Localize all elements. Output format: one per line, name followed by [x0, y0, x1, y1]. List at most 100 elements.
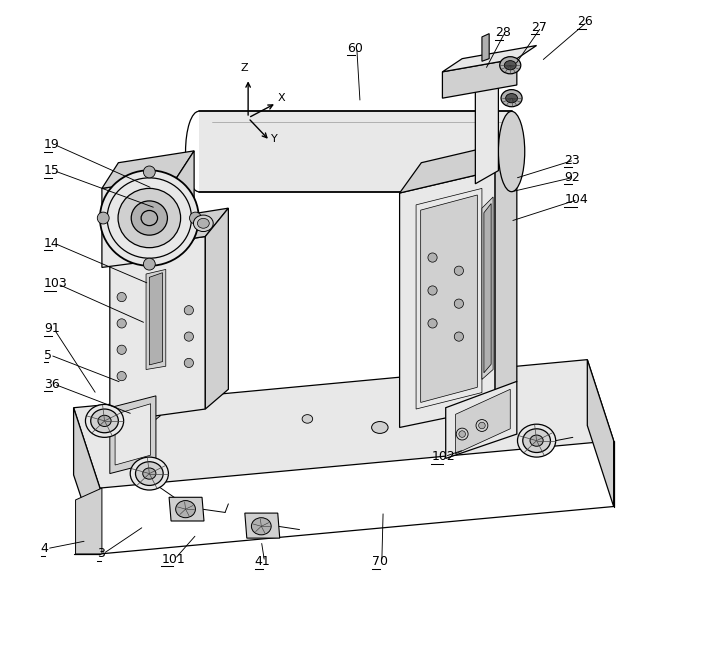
- Polygon shape: [495, 141, 517, 408]
- Circle shape: [476, 420, 488, 432]
- Circle shape: [117, 319, 127, 328]
- Polygon shape: [475, 72, 498, 183]
- Text: 27: 27: [532, 20, 547, 34]
- Polygon shape: [110, 396, 156, 474]
- Text: 41: 41: [255, 555, 271, 568]
- Text: 70: 70: [372, 555, 388, 568]
- Text: 4: 4: [41, 542, 49, 555]
- Circle shape: [117, 372, 127, 381]
- Circle shape: [189, 212, 201, 224]
- Ellipse shape: [175, 500, 195, 517]
- Ellipse shape: [194, 215, 214, 232]
- Polygon shape: [74, 360, 614, 488]
- Ellipse shape: [100, 170, 199, 266]
- Circle shape: [428, 286, 437, 295]
- Polygon shape: [588, 360, 614, 506]
- Ellipse shape: [518, 424, 556, 457]
- Circle shape: [456, 428, 468, 440]
- Polygon shape: [76, 488, 102, 554]
- Ellipse shape: [372, 422, 388, 434]
- Polygon shape: [443, 46, 537, 72]
- Circle shape: [185, 332, 194, 341]
- Text: Y: Y: [271, 135, 278, 145]
- Polygon shape: [482, 34, 489, 61]
- Polygon shape: [199, 112, 512, 191]
- Ellipse shape: [522, 429, 551, 453]
- Polygon shape: [102, 151, 194, 188]
- Text: Z: Z: [240, 63, 248, 73]
- Ellipse shape: [136, 462, 163, 486]
- Circle shape: [428, 253, 437, 262]
- Text: 28: 28: [495, 26, 511, 39]
- Text: 104: 104: [564, 193, 588, 206]
- Ellipse shape: [252, 517, 271, 535]
- Polygon shape: [455, 389, 510, 454]
- Text: 91: 91: [44, 322, 59, 335]
- Circle shape: [455, 266, 464, 275]
- Circle shape: [144, 258, 156, 270]
- Text: 92: 92: [564, 171, 580, 183]
- Circle shape: [428, 319, 437, 328]
- Text: 102: 102: [431, 450, 455, 463]
- Text: 103: 103: [44, 277, 68, 290]
- Text: 15: 15: [44, 164, 60, 177]
- Text: 19: 19: [44, 138, 59, 150]
- Text: 36: 36: [44, 378, 59, 391]
- Polygon shape: [110, 208, 228, 251]
- Polygon shape: [115, 404, 151, 465]
- Text: 60: 60: [347, 42, 363, 55]
- Circle shape: [459, 431, 465, 438]
- Ellipse shape: [143, 468, 156, 479]
- Polygon shape: [443, 59, 517, 98]
- Text: 101: 101: [161, 552, 185, 566]
- Ellipse shape: [107, 178, 192, 258]
- Circle shape: [455, 332, 464, 341]
- Polygon shape: [245, 513, 280, 538]
- Polygon shape: [149, 273, 163, 365]
- Polygon shape: [399, 141, 517, 193]
- Text: X: X: [278, 93, 286, 104]
- Circle shape: [117, 345, 127, 354]
- Text: 14: 14: [44, 236, 59, 249]
- Circle shape: [455, 299, 464, 308]
- Ellipse shape: [500, 57, 521, 74]
- Ellipse shape: [118, 188, 180, 248]
- Ellipse shape: [130, 457, 168, 490]
- Polygon shape: [74, 408, 100, 554]
- Circle shape: [98, 212, 109, 224]
- Text: 26: 26: [578, 15, 593, 28]
- Ellipse shape: [504, 61, 516, 70]
- Polygon shape: [102, 177, 177, 267]
- Circle shape: [117, 292, 127, 302]
- Polygon shape: [169, 497, 204, 521]
- Text: 3: 3: [97, 547, 105, 560]
- Ellipse shape: [501, 90, 522, 107]
- Polygon shape: [399, 171, 495, 428]
- Polygon shape: [445, 381, 517, 459]
- Text: 5: 5: [44, 348, 52, 362]
- Polygon shape: [177, 151, 194, 257]
- Ellipse shape: [530, 435, 543, 446]
- Ellipse shape: [197, 218, 209, 228]
- Ellipse shape: [461, 402, 470, 409]
- Polygon shape: [146, 269, 166, 370]
- Ellipse shape: [90, 409, 118, 433]
- Text: 23: 23: [564, 154, 580, 166]
- Ellipse shape: [498, 112, 525, 191]
- Circle shape: [144, 166, 156, 178]
- Circle shape: [185, 306, 194, 315]
- Ellipse shape: [132, 201, 168, 235]
- Ellipse shape: [302, 414, 312, 423]
- Polygon shape: [416, 188, 482, 409]
- Polygon shape: [421, 195, 477, 403]
- Ellipse shape: [141, 211, 158, 226]
- Circle shape: [185, 358, 194, 368]
- Ellipse shape: [86, 405, 124, 438]
- Ellipse shape: [506, 94, 518, 103]
- Ellipse shape: [98, 415, 111, 426]
- Polygon shape: [482, 197, 493, 380]
- Polygon shape: [205, 208, 228, 409]
- Circle shape: [479, 422, 485, 429]
- Polygon shape: [110, 236, 205, 422]
- Polygon shape: [484, 203, 491, 373]
